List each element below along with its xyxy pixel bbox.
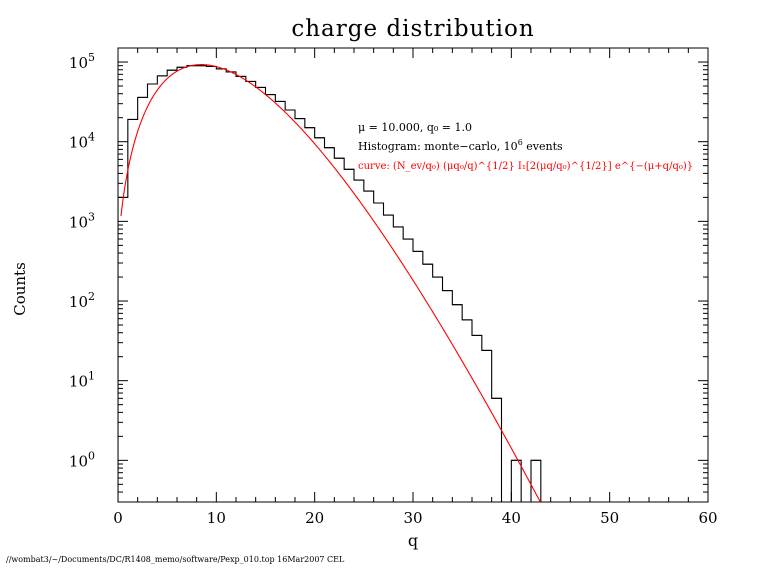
y-tick-label: 101 [69, 370, 95, 391]
model-curve [120, 64, 541, 502]
plot-frame [117, 47, 709, 503]
x-tick-label: 0 [113, 509, 123, 527]
histogram-annotation: Histogram: monte−carlo, 106 events [358, 138, 563, 153]
y-tick-exponent: 2 [88, 290, 95, 303]
y-tick-label: 104 [69, 131, 95, 152]
x-tick-label: 20 [305, 509, 324, 527]
footer-path: //wombat3/~/Documents/DC/R1408_memo/soft… [6, 555, 345, 564]
y-axis-label: Counts [11, 262, 29, 316]
y-tick-label: 100 [69, 449, 95, 470]
y-tick-label: 103 [69, 210, 95, 231]
y-tick-exponent: 3 [88, 210, 95, 223]
chart-title: charge distribution [291, 16, 534, 42]
x-axis-label: q [408, 531, 418, 550]
params-annotation: μ = 10.000, q₀ = 1.0 [358, 121, 472, 134]
x-tick-label: 50 [600, 509, 619, 527]
y-tick-exponent: 1 [88, 370, 95, 383]
y-tick-label: 105 [69, 51, 95, 72]
histogram-annotation-prefix: Histogram: monte−carlo, 10 [358, 140, 518, 153]
histogram-annotation-suffix: events [523, 140, 563, 153]
y-tick-exponent: 4 [88, 131, 95, 144]
y-tick-exponent: 5 [88, 51, 95, 64]
x-tick-label: 60 [698, 509, 717, 527]
x-tick-label: 40 [502, 509, 521, 527]
x-tick-label: 10 [207, 509, 226, 527]
histogram-annotation-exp: 6 [518, 138, 523, 147]
curve-annotation: curve: (N_ev/q₀) (μq₀/q)^{1/2} I₁[2(μq/q… [358, 161, 693, 172]
y-tick-exponent: 0 [88, 449, 95, 462]
y-tick-label: 102 [69, 290, 95, 311]
x-tick-label: 30 [403, 509, 422, 527]
